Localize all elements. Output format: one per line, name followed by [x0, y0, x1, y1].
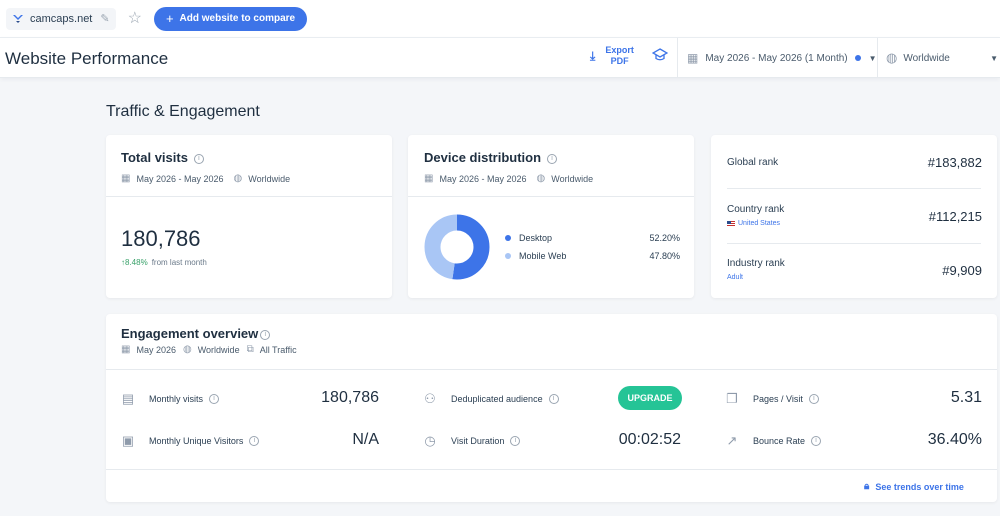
legend-dot — [505, 235, 511, 241]
download-icon: ⤓ — [590, 48, 596, 63]
export-pdf-button[interactable]: ⤓ Export PDF — [590, 45, 634, 67]
page-header: Website Performance ⤓ Export PDF ▦ May 2… — [0, 37, 1000, 78]
favorite-star-icon[interactable]: ☆ — [127, 9, 142, 27]
bounce-arrow-icon: ↗ — [726, 433, 738, 448]
info-icon[interactable]: i — [547, 153, 558, 164]
bounce-rate-value: 36.40% — [927, 431, 982, 448]
date-range-label: May 2026 - May 2026 (1 Month) — [705, 52, 848, 64]
chevron-down-icon: ▼ — [990, 53, 998, 63]
legend-desktop: Desktop 52.20% — [505, 233, 680, 243]
total-visits-value: 180,786 — [121, 226, 201, 251]
calendar-icon: ▦ — [121, 173, 131, 184]
country-rank-sub[interactable]: United States — [727, 220, 780, 227]
card-meta: ▦ May 2026 - May 2026 ◍ Worldwide — [121, 173, 291, 184]
calendar-icon: ▦ — [121, 344, 131, 355]
info-icon[interactable]: i — [193, 153, 204, 164]
edit-pencil-icon[interactable]: ✎ — [100, 13, 110, 25]
upgrade-button[interactable]: UPGRADE — [618, 386, 682, 410]
ranks-card: Global rank #183,882 Country rank United… — [711, 135, 997, 298]
us-flag-icon — [727, 220, 735, 227]
info-icon[interactable]: i — [209, 394, 220, 404]
globe-icon: ◍ — [536, 173, 546, 184]
legend-mobile-web: Mobile Web 47.80% — [505, 251, 680, 261]
card-title: Total visits i — [121, 150, 204, 165]
rank-divider — [727, 188, 981, 189]
export-label-line2: PDF — [610, 56, 629, 66]
dedup-audience-label: ⚇ Deduplicated audience i — [423, 391, 559, 407]
lock-icon: 🔒︎ — [864, 481, 870, 492]
plus-icon: + — [165, 11, 174, 26]
people-icon: ⚇ — [424, 391, 436, 406]
pages-per-visit-label: ❐ Pages / Visit i — [725, 391, 819, 407]
section-title: Traffic & Engagement — [106, 103, 260, 120]
calendar-icon: ▤ — [121, 391, 135, 406]
visit-duration-label: ◷ Visit Duration i — [423, 433, 521, 449]
visit-duration-value: 00:02:52 — [618, 431, 681, 448]
industry-rank-sub[interactable]: Adult — [727, 274, 743, 281]
country-rank-label: Country rank — [727, 204, 785, 215]
country-rank-value: #112,215 — [928, 209, 982, 224]
card-divider — [408, 196, 694, 197]
site-name: camcaps.net — [30, 12, 93, 25]
site-favicon-icon — [12, 13, 24, 25]
unique-visitors-label: ▣ Monthly Unique Visitors i — [121, 433, 260, 449]
device-donut-chart — [424, 214, 490, 280]
legend-dot — [505, 253, 511, 259]
engagement-title: Engagement overview i — [121, 326, 271, 341]
global-rank-value: #183,882 — [927, 155, 982, 170]
region-selector[interactable]: ◍ Worldwide ▼ — [886, 50, 998, 66]
person-card-icon: ▣ — [121, 433, 135, 448]
stopwatch-icon: ◷ — [424, 433, 436, 448]
globe-icon: ◍ — [886, 50, 898, 65]
card-title: Device distribution i — [424, 150, 558, 165]
see-trends-link[interactable]: 🔒︎ See trends over time — [864, 481, 964, 492]
date-range-picker[interactable]: ▦ May 2026 - May 2026 (1 Month) ▼ — [687, 51, 877, 65]
card-divider — [106, 196, 392, 197]
chevron-down-icon: ▼ — [868, 53, 877, 63]
calendar-icon: ▦ — [687, 51, 699, 65]
header-divider — [677, 38, 678, 78]
graduation-cap-icon[interactable] — [651, 48, 669, 65]
unique-visitors-value: N/A — [352, 431, 379, 448]
date-range-dot — [854, 55, 861, 61]
arrow-up-icon: ↑ — [121, 258, 125, 267]
export-label-line1: Export — [605, 45, 634, 55]
pages-icon: ❐ — [726, 391, 738, 406]
site-chip[interactable]: camcaps.net ✎ — [6, 7, 116, 30]
engagement-meta: ▦ May 2026 ◍ Worldwide ⧉ All Traffic — [121, 344, 297, 355]
card-divider — [106, 369, 997, 370]
add-website-label: Add website to compare — [179, 13, 296, 24]
rank-divider — [727, 243, 981, 244]
info-icon[interactable]: i — [260, 329, 271, 340]
total-visits-card: Total visits i ▦ May 2026 - May 2026 ◍ Wo… — [106, 135, 392, 298]
pages-per-visit-value: 5.31 — [950, 389, 982, 406]
monthly-visits-value: 180,786 — [321, 389, 379, 406]
industry-rank-label: Industry rank — [727, 258, 785, 269]
donut-slice-mobile-web — [424, 214, 490, 280]
engagement-card — [106, 314, 997, 502]
global-rank-label: Global rank — [727, 157, 779, 168]
monthly-visits-label: ▤ Monthly visits i — [121, 391, 220, 407]
info-icon[interactable]: i — [249, 436, 260, 446]
device-distribution-card: Device distribution i ▦ May 2026 - May 20… — [408, 135, 694, 298]
region-label: Worldwide — [903, 52, 950, 64]
industry-rank-value: #9,909 — [942, 263, 982, 278]
card-divider — [106, 469, 997, 470]
globe-icon: ◍ — [182, 344, 192, 355]
info-icon[interactable]: i — [510, 436, 521, 446]
header-divider — [877, 38, 878, 78]
info-icon[interactable]: i — [808, 394, 819, 404]
add-website-button[interactable]: + Add website to compare — [153, 6, 308, 31]
card-meta: ▦ May 2026 - May 2026 ◍ Worldwide — [424, 173, 594, 184]
page-title: Website Performance — [5, 49, 169, 68]
calendar-icon: ▦ — [424, 173, 434, 184]
bounce-rate-label: ↗ Bounce Rate i — [725, 433, 822, 449]
info-icon[interactable]: i — [811, 436, 822, 446]
globe-icon: ◍ — [233, 173, 243, 184]
traffic-icon: ⧉ — [246, 344, 254, 355]
info-icon[interactable]: i — [548, 394, 559, 404]
top-bar: camcaps.net ✎ ☆ + Add website to compare — [0, 0, 1000, 37]
visits-change: ↑8.48% from last month — [121, 258, 207, 267]
